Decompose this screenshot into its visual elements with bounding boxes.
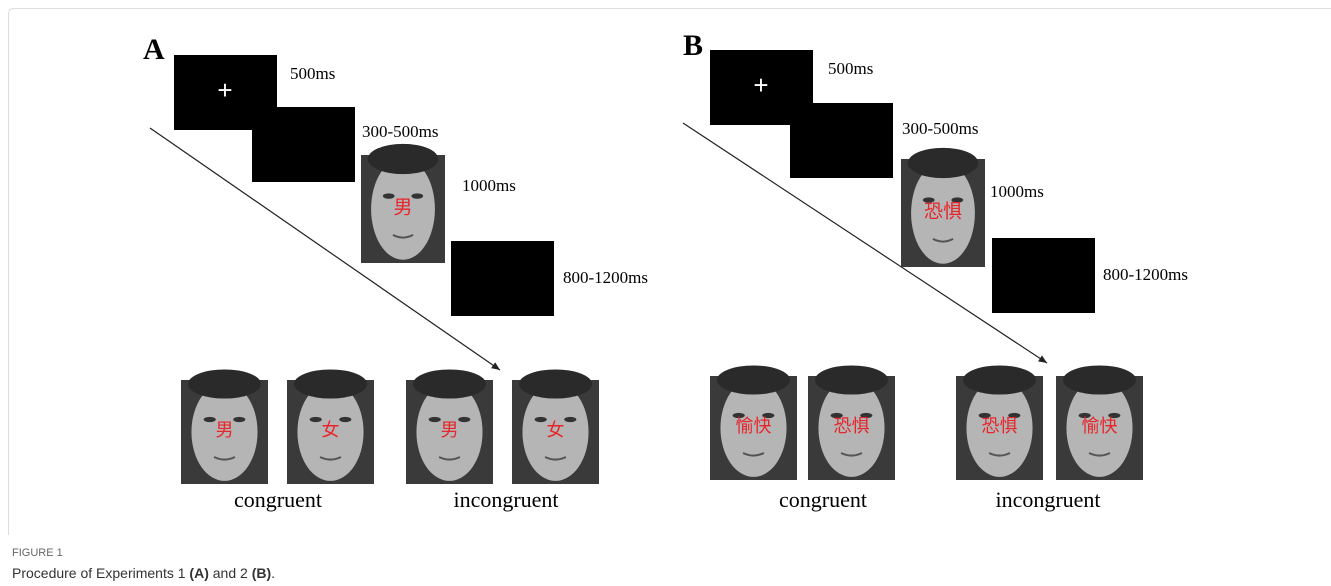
face-word: 女 xyxy=(547,420,565,440)
face-image: 恐惧 xyxy=(956,365,1043,480)
timing-label: 800-1200ms xyxy=(1103,265,1188,284)
face-word: 恐惧 xyxy=(924,200,962,222)
face-eye xyxy=(310,417,322,422)
caption-part: Procedure of Experiments 1 xyxy=(12,565,189,581)
face-image: 恐惧 xyxy=(808,365,895,480)
figure: A+500ms300-500ms男1000ms800-1200ms男女congr… xyxy=(0,0,1331,586)
face-image: 女 xyxy=(287,369,374,484)
group-label: congruent xyxy=(779,487,867,512)
group-label: congruent xyxy=(234,487,322,512)
face-hair xyxy=(1063,365,1136,394)
face-word: 男 xyxy=(216,420,234,440)
face-word: 女 xyxy=(322,420,340,440)
face-hair xyxy=(294,369,367,398)
timing-label: 500ms xyxy=(828,59,873,78)
face-hair xyxy=(188,369,261,398)
face-hair xyxy=(368,144,439,174)
figure-label: FIGURE 1 xyxy=(12,547,63,559)
caption-part: and 2 xyxy=(209,565,252,581)
screen-frame xyxy=(992,238,1095,313)
face-eye xyxy=(411,193,423,198)
page: A+500ms300-500ms男1000ms800-1200ms男女congr… xyxy=(0,0,1331,586)
face-hair xyxy=(519,369,592,398)
caption-part: (A) xyxy=(189,565,208,581)
face-eye xyxy=(204,417,216,422)
face-hair xyxy=(908,148,979,178)
face-image: 女 xyxy=(512,369,599,484)
face-image: 愉快 xyxy=(710,365,797,480)
panel-label: A xyxy=(143,33,165,66)
face-eye xyxy=(564,417,576,422)
face-image: 男 xyxy=(361,144,445,263)
group-label: incongruent xyxy=(995,487,1100,512)
timing-label: 300-500ms xyxy=(362,122,439,141)
fixation-cross: + xyxy=(217,75,232,105)
timing-label: 800-1200ms xyxy=(563,268,648,287)
timing-label: 1000ms xyxy=(990,182,1044,201)
face-hair xyxy=(963,365,1036,394)
face-word: 恐惧 xyxy=(982,416,1018,436)
face-image: 男 xyxy=(406,369,493,484)
timing-label: 500ms xyxy=(290,64,335,83)
screen-frame xyxy=(451,241,554,316)
face-word: 愉快 xyxy=(1082,416,1118,436)
screen-frame xyxy=(790,103,893,178)
face-hair xyxy=(815,365,888,394)
face-image: 男 xyxy=(181,369,268,484)
face-eye xyxy=(458,417,470,422)
face-image: 恐惧 xyxy=(901,148,985,267)
caption-text: Procedure of Experiments 1 (A) and 2 (B)… xyxy=(12,565,275,581)
caption-part: . xyxy=(271,565,275,581)
face-hair xyxy=(413,369,486,398)
face-eye xyxy=(535,417,547,422)
panel-label: B xyxy=(683,29,703,62)
face-word: 愉快 xyxy=(736,416,772,436)
face-word: 男 xyxy=(393,197,412,218)
face-image: 愉快 xyxy=(1056,365,1143,480)
timing-label: 1000ms xyxy=(462,176,516,195)
face-eye xyxy=(339,417,351,422)
fixation-cross: + xyxy=(753,70,768,100)
timing-label: 300-500ms xyxy=(902,119,979,138)
caption-part: (B) xyxy=(252,565,271,581)
face-word: 恐惧 xyxy=(834,416,870,436)
group-label: incongruent xyxy=(453,487,558,512)
face-hair xyxy=(717,365,790,394)
face-word: 男 xyxy=(441,420,459,440)
face-eye xyxy=(429,417,441,422)
face-eye xyxy=(233,417,245,422)
screen-frame xyxy=(252,107,355,182)
